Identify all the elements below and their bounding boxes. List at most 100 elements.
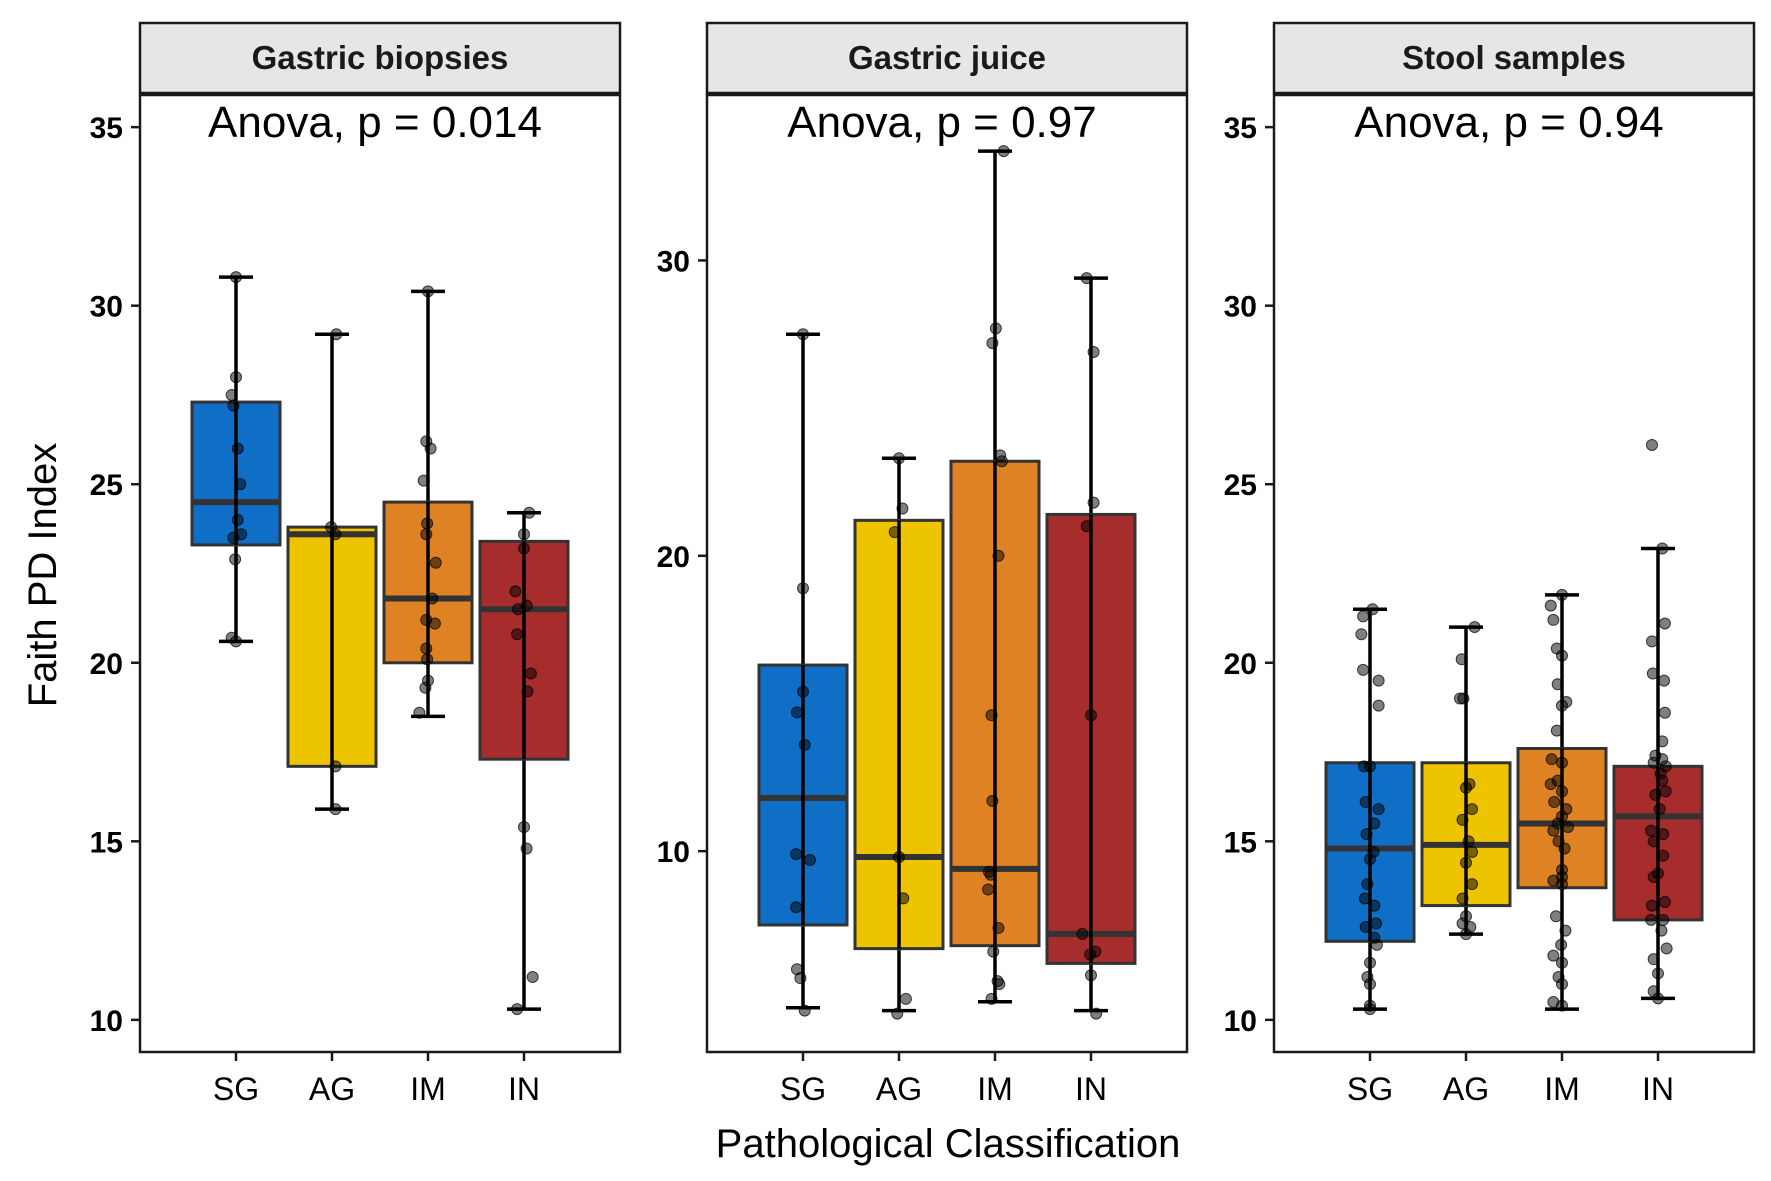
- data-point: [997, 145, 1010, 158]
- data-point: [1466, 878, 1479, 891]
- data-point: [797, 328, 809, 341]
- data-point: [420, 642, 433, 655]
- data-point: [1658, 706, 1671, 719]
- data-point: [1647, 953, 1660, 966]
- data-point: [1455, 653, 1468, 666]
- data-point: [521, 685, 534, 698]
- anova-annotation: Anova, p = 0.014: [208, 98, 542, 147]
- y-axis-title: Faith PD Index: [21, 443, 65, 708]
- box-in: [478, 506, 570, 1016]
- data-point: [1647, 835, 1660, 848]
- data-point: [524, 667, 537, 680]
- anova-annotation: Anova, p = 0.94: [1354, 98, 1663, 147]
- y-tick-label: 10: [90, 1005, 123, 1038]
- data-point: [1558, 842, 1571, 855]
- y-tick-label: 10: [657, 836, 690, 869]
- data-point: [424, 442, 437, 455]
- x-tick-label: IN: [1642, 1071, 1674, 1107]
- data-point: [1547, 613, 1560, 626]
- data-point: [420, 528, 433, 541]
- data-point: [1370, 938, 1383, 951]
- data-point: [526, 971, 539, 984]
- x-tick-label: IN: [508, 1071, 540, 1107]
- data-point: [421, 517, 434, 530]
- data-point: [1658, 674, 1671, 687]
- data-point: [422, 285, 434, 298]
- data-point: [520, 842, 533, 855]
- data-point: [1468, 621, 1481, 634]
- data-point: [1372, 674, 1385, 687]
- anova-annotation: Anova, p = 0.97: [787, 98, 1096, 147]
- data-point: [1080, 520, 1093, 533]
- data-point: [1649, 788, 1662, 801]
- data-point: [1087, 496, 1100, 509]
- box-in: [1612, 438, 1704, 1005]
- data-point: [797, 582, 809, 595]
- box-sg: [757, 328, 849, 1017]
- data-point: [1647, 756, 1660, 769]
- data-point: [1372, 699, 1385, 712]
- panel-strip: [705, 21, 1189, 95]
- data-point: [1090, 1007, 1103, 1020]
- data-point: [231, 513, 244, 526]
- data-point: [1357, 610, 1370, 623]
- data-point: [891, 1007, 904, 1020]
- data-point: [229, 553, 242, 566]
- data-point: [790, 706, 803, 719]
- x-tick-label: AG: [309, 1071, 355, 1107]
- data-point: [1659, 785, 1672, 798]
- data-point: [1359, 921, 1372, 934]
- y-tick-label: 15: [1224, 826, 1257, 859]
- data-point: [896, 502, 909, 515]
- y-tick-label: 35: [90, 112, 123, 145]
- data-point: [1084, 948, 1097, 961]
- panel-title: Gastric juice: [848, 39, 1046, 76]
- data-point: [995, 455, 1008, 468]
- data-point: [1646, 667, 1659, 680]
- x-tick-label: IM: [977, 1071, 1013, 1107]
- data-point: [1466, 846, 1479, 859]
- y-tick-label: 30: [657, 245, 690, 278]
- data-point: [234, 478, 247, 491]
- panel-strip: [138, 21, 622, 95]
- data-point: [1562, 821, 1575, 834]
- data-point: [797, 685, 809, 698]
- data-point: [1359, 796, 1372, 809]
- data-point: [1547, 824, 1560, 837]
- data-point: [985, 709, 998, 722]
- panel-title: Gastric biopsies: [252, 39, 509, 76]
- panel-title: Stool samples: [1402, 39, 1626, 76]
- data-point: [993, 978, 1006, 991]
- y-tick-label: 30: [1224, 291, 1257, 324]
- data-point: [1361, 878, 1374, 891]
- data-point: [1652, 967, 1664, 980]
- data-point: [1559, 924, 1572, 937]
- data-point: [1368, 817, 1381, 830]
- box-im: [382, 285, 474, 719]
- x-tick-label: IM: [1544, 1071, 1580, 1107]
- data-point: [1658, 896, 1671, 909]
- data-point: [985, 992, 998, 1005]
- panel-1: Gastric biopsies Anova, p = 0.014 10 15 20 25…: [90, 21, 622, 1107]
- data-point: [1357, 663, 1370, 676]
- panel-strip: [1272, 21, 1756, 95]
- data-point: [1645, 913, 1658, 926]
- data-point: [421, 653, 434, 666]
- data-point: [1372, 803, 1385, 816]
- box-ag: [1420, 621, 1512, 941]
- data-point: [330, 328, 343, 341]
- x-tick-label: IN: [1075, 1071, 1107, 1107]
- data-point: [803, 854, 816, 867]
- data-point: [1466, 803, 1479, 816]
- data-point: [1658, 617, 1671, 630]
- data-point: [992, 549, 1005, 562]
- y-tick-label: 10: [1224, 1005, 1257, 1038]
- data-point: [986, 794, 999, 807]
- data-point: [1462, 835, 1475, 848]
- data-point: [893, 452, 905, 465]
- data-point: [230, 635, 242, 648]
- data-point: [1556, 785, 1568, 798]
- data-point: [230, 271, 242, 284]
- data-point: [329, 803, 342, 816]
- box-sg: [1324, 603, 1416, 1016]
